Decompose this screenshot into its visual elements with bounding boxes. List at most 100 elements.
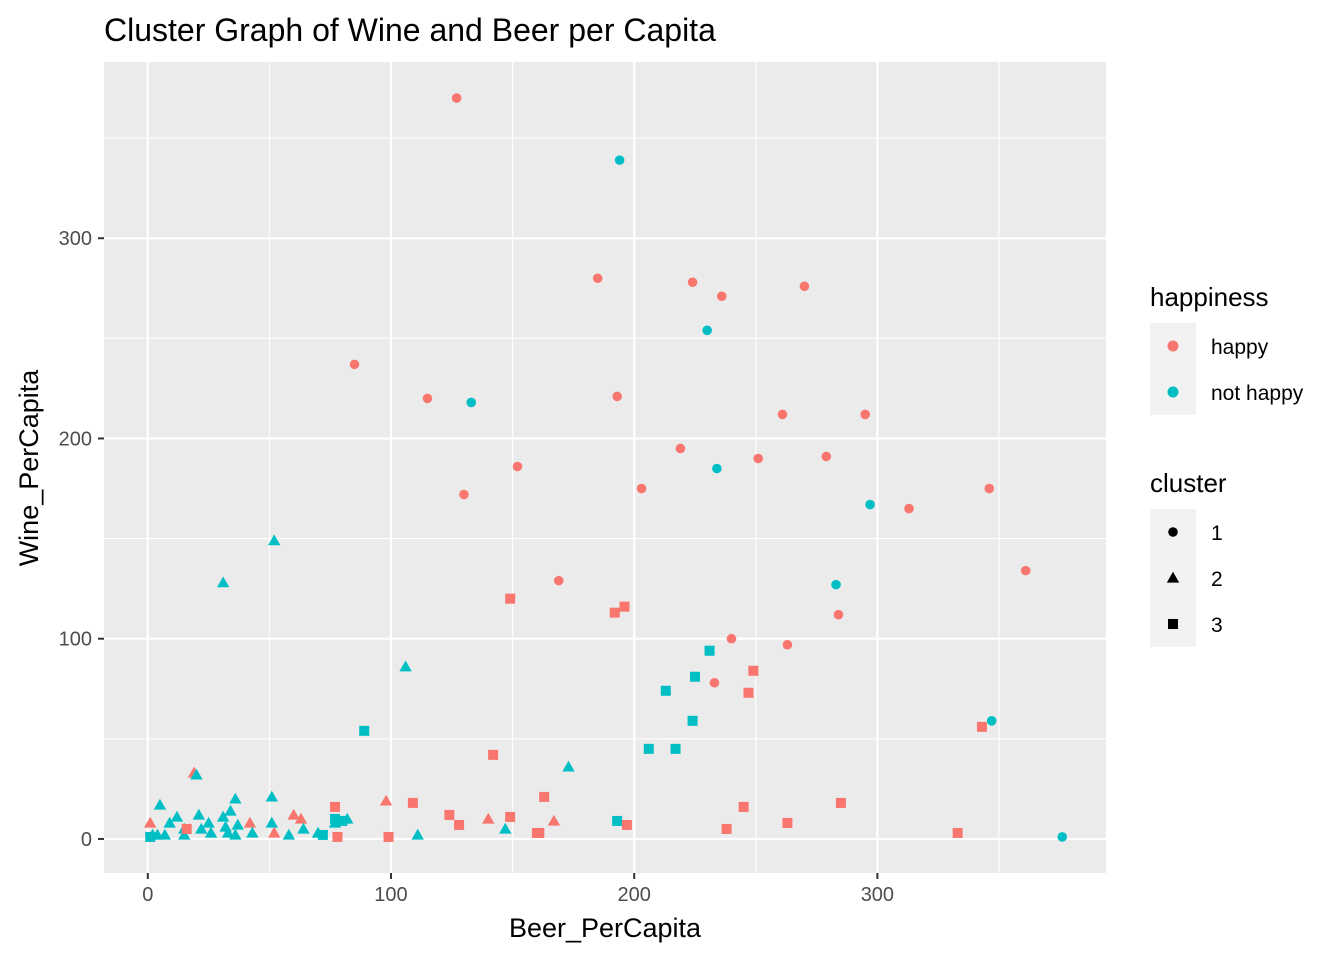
data-point [726,633,737,644]
data-point [459,489,469,500]
data-point [268,826,281,838]
data-point [454,819,465,830]
data-point [687,277,698,288]
data-point [216,810,230,822]
x-tick-label: 0 [142,884,153,906]
data-point [229,828,242,840]
legend-label: not happy [1211,382,1304,405]
data-point [709,677,720,688]
data-point [512,461,523,472]
data-point [704,645,715,656]
data-point [1020,565,1031,576]
data-point [181,823,192,834]
data-point [190,768,203,780]
data-point [399,660,412,672]
data-point [986,716,997,726]
data-point [952,827,963,838]
y-tick-label: 100 [59,629,92,651]
data-point [782,817,793,828]
legend-label: 3 [1211,614,1223,637]
legend-key-swatch [1167,340,1179,352]
data-point [158,828,172,840]
data-point [675,443,686,454]
data-point [860,409,871,420]
data-points [144,93,1068,842]
data-point [294,812,308,824]
data-point [153,798,167,810]
data-point [1057,832,1068,842]
data-point [349,359,360,370]
data-point [612,391,622,402]
data-point [748,665,759,676]
data-point [670,743,681,754]
data-point [716,291,727,302]
x-tick-label: 100 [374,884,407,906]
data-point [317,829,328,840]
data-point [229,792,242,804]
data-point [721,823,732,834]
data-point [488,749,499,760]
data-point [287,808,300,820]
data-point [411,828,424,840]
data-point [499,822,512,834]
y-tick-label: 200 [59,428,92,450]
data-point [612,815,623,826]
data-point [609,607,620,618]
data-point [539,791,550,802]
data-point [451,93,462,103]
chart-title: Cluster Graph of Wine and Beer per Capit… [104,12,716,48]
data-point [265,816,279,828]
data-point [204,826,218,838]
data-point [224,804,237,816]
data-point [976,721,987,732]
data-point [821,451,832,462]
x-tick-label: 300 [861,884,894,906]
data-point [865,499,875,510]
data-point [243,816,257,828]
legend: happiness happy not happy cluster 1 2 3 [1150,282,1304,647]
data-point [831,579,841,590]
legend-title: cluster [1150,468,1227,498]
data-point [178,828,191,840]
data-point [332,831,343,842]
data-point [782,639,793,650]
data-point [337,815,348,826]
data-point [407,797,418,808]
data-point [660,685,671,696]
data-point [777,409,788,420]
data-point [621,819,632,830]
x-tick-label: 200 [617,884,650,906]
data-point [689,671,700,682]
data-point [330,813,341,824]
data-point [531,827,542,838]
legend-key-swatch [1168,527,1178,537]
data-point [359,725,370,736]
data-point [643,743,654,754]
data-point [265,790,279,802]
data-point [835,797,846,808]
data-point [619,601,630,612]
data-point [163,816,176,828]
data-point [636,483,647,494]
data-point [799,281,810,292]
data-point [444,809,455,820]
data-point [221,826,235,838]
data-point [379,794,393,806]
data-point [268,534,281,546]
data-point [466,397,477,408]
data-point [422,393,433,404]
y-tick-label: 300 [59,228,92,250]
data-point [505,811,516,822]
data-point [383,831,394,842]
data-point [482,812,495,824]
data-point [170,810,184,822]
data-point [195,822,208,834]
data-point [702,325,712,336]
legend-key-swatch [1167,386,1179,398]
data-point [687,715,698,726]
data-point [833,609,844,620]
legend-key-background [1150,323,1196,415]
data-point [216,576,230,588]
y-axis-title: Wine_PerCapita [14,369,44,567]
